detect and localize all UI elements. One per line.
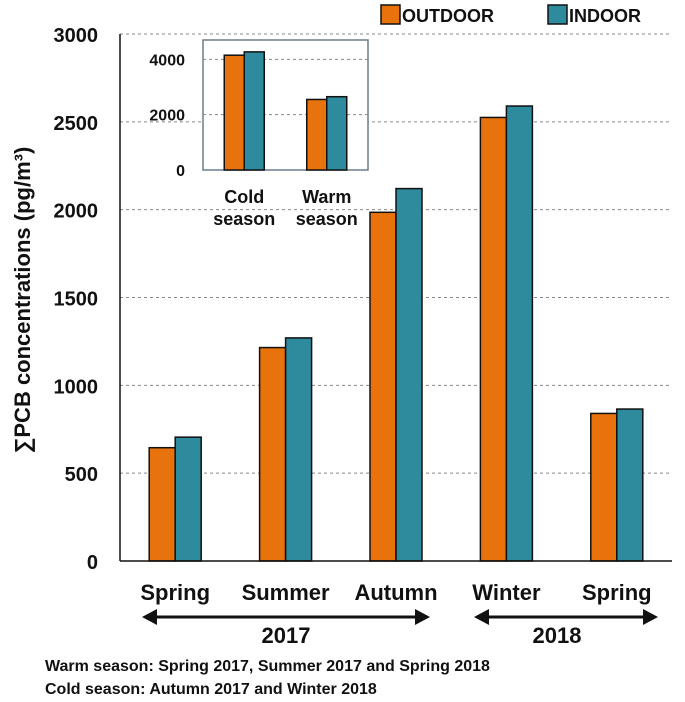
main-bars bbox=[148, 105, 644, 562]
main-category-label: Summer bbox=[242, 580, 330, 605]
legend-swatch-indoor bbox=[547, 4, 568, 25]
main-y-tick-label: 2500 bbox=[54, 113, 99, 135]
inset-category-labels: Cold season Warm season bbox=[213, 187, 358, 229]
main-y-tick-label: 1000 bbox=[54, 376, 99, 398]
year-2018-arrowhead-left bbox=[474, 609, 489, 625]
main-bar-indoor-4 bbox=[616, 408, 644, 562]
main-y-tick-label: 2000 bbox=[54, 201, 99, 223]
main-category-label: Spring bbox=[582, 580, 652, 605]
main-category-label: Autumn bbox=[354, 580, 437, 605]
main-bar-indoor-1 bbox=[284, 337, 313, 562]
inset-y-tick-label: 0 bbox=[176, 163, 185, 180]
inset-y-tick-label: 2000 bbox=[149, 108, 185, 125]
y-axis-title: ∑PCB concentrations (pg/m³) bbox=[10, 147, 35, 454]
inset-bar-outdoor-0 bbox=[223, 54, 245, 171]
main-category-label: Spring bbox=[140, 580, 210, 605]
inset-y-tick-labels: 0 2000 4000 bbox=[149, 52, 185, 180]
main-bar-indoor-3 bbox=[505, 105, 534, 562]
inset-bar-indoor-0 bbox=[243, 51, 265, 171]
main-category-labels: Spring Summer Autumn Winter Spring bbox=[140, 580, 651, 605]
inset-y-tick-label: 4000 bbox=[149, 52, 185, 69]
year-2017-bracket: 2017 bbox=[142, 609, 430, 648]
inset-bars bbox=[223, 51, 348, 171]
main-bar-outdoor-2 bbox=[369, 211, 397, 562]
main-category-label: Winter bbox=[472, 580, 541, 605]
main-y-tick-label: 0 bbox=[87, 552, 98, 574]
inset-category-label: Cold season bbox=[213, 187, 275, 229]
inset-bar-outdoor-1 bbox=[306, 98, 328, 171]
year-2018-arrowhead-right bbox=[643, 609, 658, 625]
year-2018-bracket: 2018 bbox=[474, 609, 658, 648]
main-y-tick-label: 500 bbox=[65, 464, 98, 486]
legend: OUTDOOR INDOOR bbox=[380, 4, 641, 26]
warm-season-note: Warm season: Spring 2017, Summer 2017 an… bbox=[45, 658, 490, 675]
legend-label-outdoor: OUTDOOR bbox=[402, 6, 494, 26]
year-2017-arrowhead-left bbox=[142, 609, 157, 625]
main-bar-outdoor-3 bbox=[479, 116, 508, 562]
inset-bar-indoor-1 bbox=[326, 95, 348, 171]
main-bar-outdoor-4 bbox=[590, 412, 618, 562]
main-y-tick-labels: 0 500 1000 1500 2000 2500 3000 bbox=[54, 25, 99, 574]
year-2017-label: 2017 bbox=[262, 623, 311, 648]
main-bar-indoor-2 bbox=[395, 187, 423, 562]
main-bar-outdoor-1 bbox=[258, 346, 287, 562]
main-y-tick-label: 3000 bbox=[54, 25, 99, 47]
year-2018-label: 2018 bbox=[533, 623, 582, 648]
legend-label-indoor: INDOOR bbox=[569, 6, 641, 26]
main-bar-outdoor-0 bbox=[148, 446, 176, 562]
main-y-tick-label: 1500 bbox=[54, 289, 99, 311]
cold-season-note: Cold season: Autumn 2017 and Winter 2018 bbox=[45, 681, 377, 698]
legend-swatch-outdoor bbox=[380, 4, 401, 25]
main-bar-indoor-0 bbox=[174, 436, 202, 562]
year-2017-arrowhead-right bbox=[415, 609, 430, 625]
inset-category-label: Warm season bbox=[296, 187, 358, 229]
